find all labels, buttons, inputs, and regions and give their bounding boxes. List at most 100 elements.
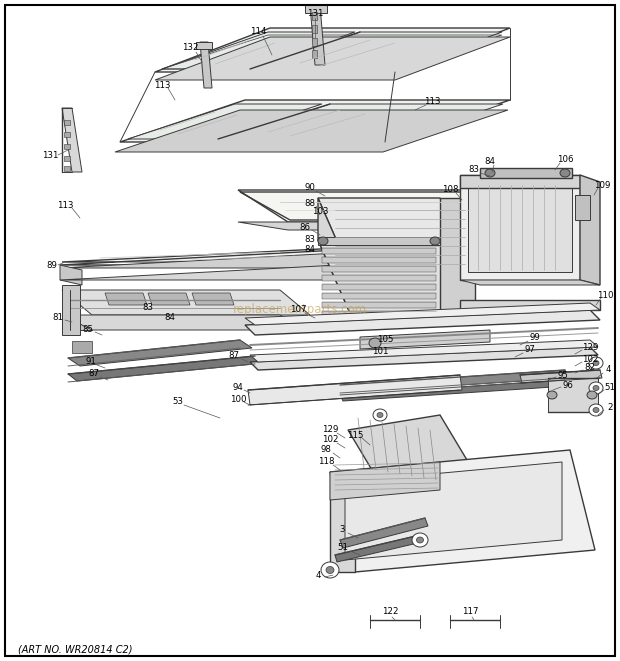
Text: 87: 87 xyxy=(89,369,99,379)
Text: 51: 51 xyxy=(337,543,348,553)
Ellipse shape xyxy=(417,537,423,543)
Polygon shape xyxy=(162,32,355,69)
Bar xyxy=(64,120,70,125)
Polygon shape xyxy=(322,266,436,272)
Polygon shape xyxy=(460,175,580,188)
Text: 84: 84 xyxy=(164,313,175,323)
Polygon shape xyxy=(460,175,580,280)
Polygon shape xyxy=(115,110,508,152)
Text: 4: 4 xyxy=(605,366,611,375)
Polygon shape xyxy=(310,5,325,65)
Text: 90: 90 xyxy=(304,184,316,192)
Polygon shape xyxy=(480,168,572,178)
Ellipse shape xyxy=(373,409,387,421)
Text: 107: 107 xyxy=(290,305,306,315)
Polygon shape xyxy=(248,375,462,405)
Polygon shape xyxy=(155,28,510,72)
Text: 129: 129 xyxy=(322,426,338,434)
Text: 83: 83 xyxy=(469,165,479,175)
Polygon shape xyxy=(62,285,80,335)
Polygon shape xyxy=(148,293,190,305)
Text: 84: 84 xyxy=(304,245,316,254)
Text: 110: 110 xyxy=(596,290,613,299)
Text: 97: 97 xyxy=(525,346,536,354)
Polygon shape xyxy=(322,293,436,299)
Polygon shape xyxy=(225,104,503,139)
Text: 102: 102 xyxy=(582,356,598,364)
Polygon shape xyxy=(318,198,353,320)
Polygon shape xyxy=(330,472,355,572)
Polygon shape xyxy=(330,450,595,572)
Ellipse shape xyxy=(377,412,383,418)
Polygon shape xyxy=(468,182,572,272)
Bar xyxy=(575,195,590,220)
Bar xyxy=(64,166,70,171)
Bar xyxy=(312,12,317,20)
Text: 109: 109 xyxy=(594,180,610,190)
Polygon shape xyxy=(68,340,252,366)
Polygon shape xyxy=(62,108,82,172)
Text: 101: 101 xyxy=(372,348,388,356)
Ellipse shape xyxy=(589,404,603,416)
Polygon shape xyxy=(322,275,436,281)
Polygon shape xyxy=(62,315,92,330)
Polygon shape xyxy=(245,310,600,335)
Text: 118: 118 xyxy=(317,457,334,467)
Polygon shape xyxy=(548,378,598,412)
Text: 103: 103 xyxy=(312,208,328,217)
Text: 113: 113 xyxy=(423,98,440,106)
Polygon shape xyxy=(120,100,510,142)
Text: 89: 89 xyxy=(46,260,58,270)
Text: 113: 113 xyxy=(154,81,170,89)
Polygon shape xyxy=(520,370,602,383)
Text: 114: 114 xyxy=(250,28,266,36)
Bar xyxy=(72,341,92,353)
Ellipse shape xyxy=(369,338,381,348)
Polygon shape xyxy=(318,240,475,320)
Ellipse shape xyxy=(593,407,599,412)
Text: 3: 3 xyxy=(339,525,345,535)
Text: 88: 88 xyxy=(304,198,316,208)
Polygon shape xyxy=(580,175,600,285)
Polygon shape xyxy=(62,248,598,262)
Text: 129: 129 xyxy=(582,344,598,352)
Ellipse shape xyxy=(593,360,599,366)
Ellipse shape xyxy=(318,237,328,245)
Text: 87: 87 xyxy=(229,350,239,360)
Polygon shape xyxy=(60,265,600,280)
Bar xyxy=(64,132,70,137)
Polygon shape xyxy=(440,198,475,320)
Polygon shape xyxy=(335,535,422,562)
Polygon shape xyxy=(245,303,600,325)
Polygon shape xyxy=(460,300,600,310)
Bar xyxy=(312,38,317,46)
Polygon shape xyxy=(192,293,234,305)
Ellipse shape xyxy=(485,169,495,177)
Bar xyxy=(64,144,70,149)
Text: 131: 131 xyxy=(42,151,58,159)
Text: 108: 108 xyxy=(441,186,458,194)
Polygon shape xyxy=(322,248,436,254)
Polygon shape xyxy=(322,257,436,263)
Polygon shape xyxy=(62,315,310,330)
Ellipse shape xyxy=(589,357,603,369)
Polygon shape xyxy=(68,356,264,381)
Text: 106: 106 xyxy=(557,155,574,165)
Bar xyxy=(196,42,212,49)
Text: 102: 102 xyxy=(322,436,339,444)
Polygon shape xyxy=(348,415,470,480)
Text: 81: 81 xyxy=(53,313,63,323)
Polygon shape xyxy=(128,104,322,139)
Text: 113: 113 xyxy=(57,200,73,210)
Polygon shape xyxy=(322,284,436,290)
Text: 115: 115 xyxy=(347,430,363,440)
Bar xyxy=(312,25,317,33)
Text: 95: 95 xyxy=(557,371,569,379)
Text: 83: 83 xyxy=(143,303,154,313)
Ellipse shape xyxy=(430,237,440,245)
Polygon shape xyxy=(340,370,568,393)
Polygon shape xyxy=(105,293,147,305)
Polygon shape xyxy=(318,198,475,278)
Polygon shape xyxy=(60,265,82,285)
Text: 94: 94 xyxy=(232,383,244,393)
